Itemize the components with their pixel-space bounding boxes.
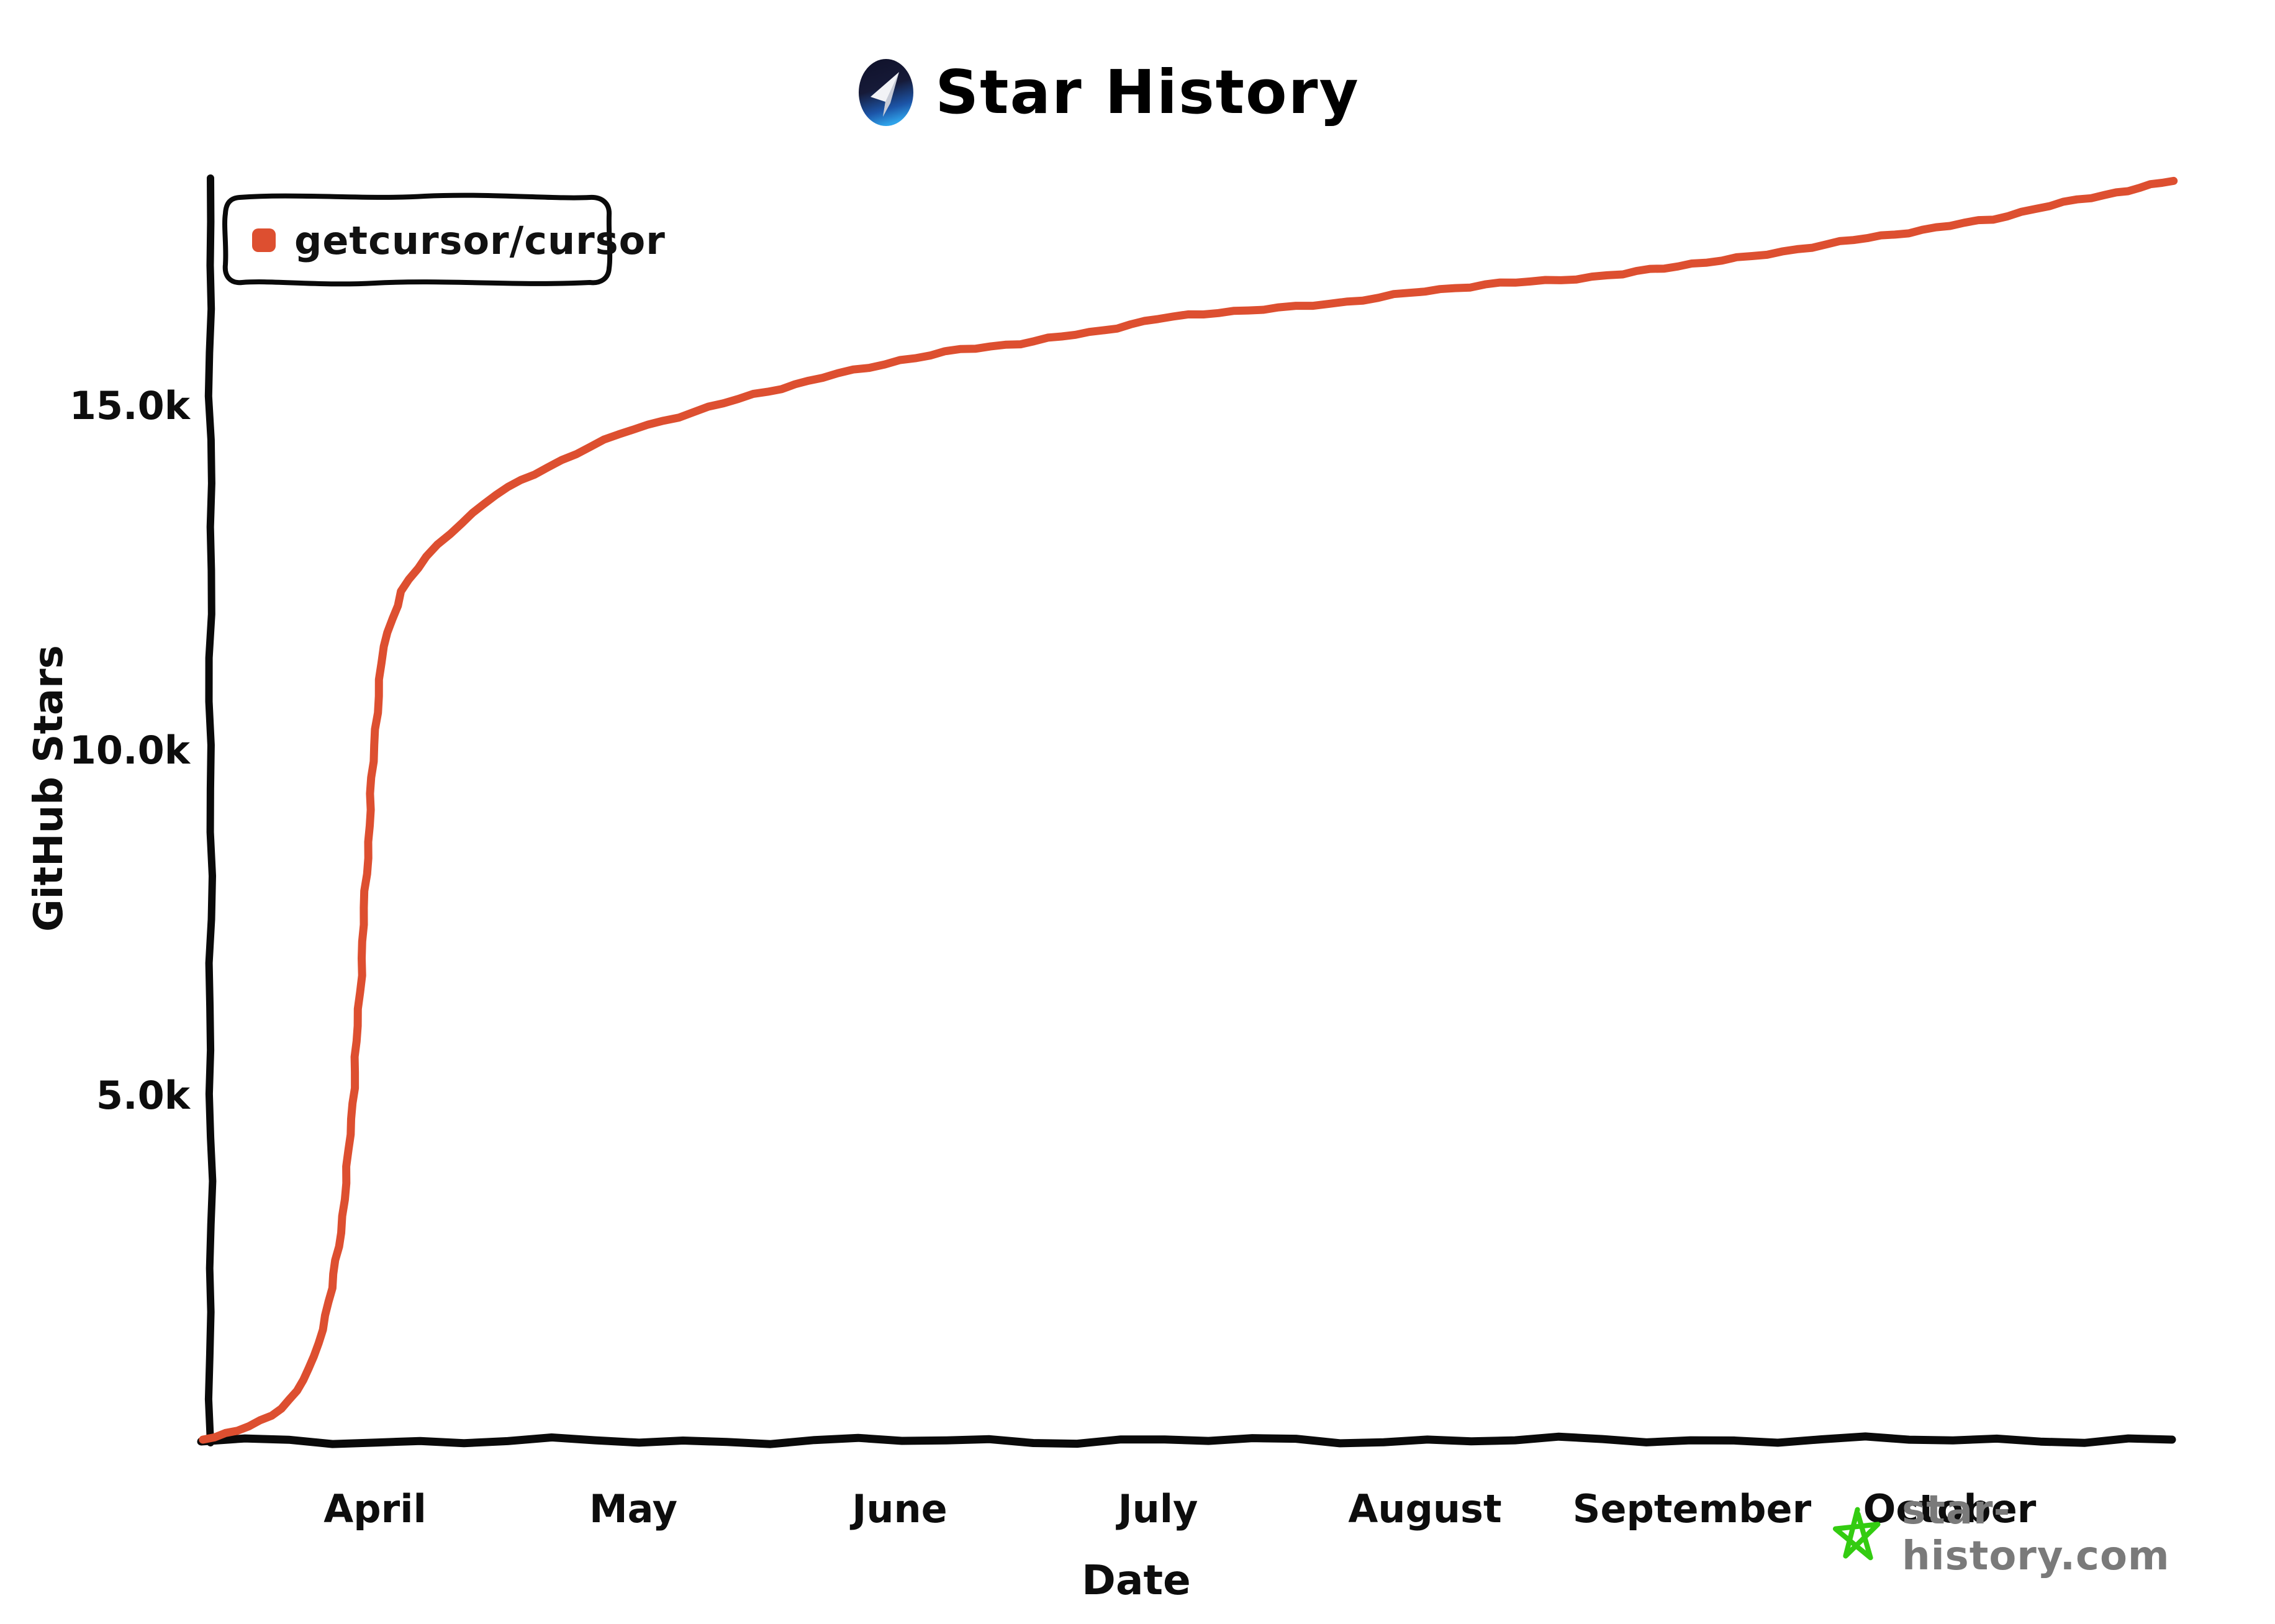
y-axis-line [204, 174, 217, 1446]
chart-title-row: Star History [0, 57, 2246, 127]
x-tick-label-april[interactable]: April [323, 1486, 426, 1532]
y-tick-label-5.0k[interactable]: 5.0k [96, 1073, 191, 1118]
legend: getcursor/cursor [220, 191, 665, 289]
y-tick-label-10.0k[interactable]: 10.0k [70, 728, 191, 773]
logo-cursor-arrow [871, 71, 900, 117]
star-history-logo [859, 58, 914, 126]
logo-cursor-arrow-shade [883, 71, 900, 117]
legend-marker-getcursor-cursor [252, 228, 276, 252]
x-tick-label-july[interactable]: July [1116, 1486, 1198, 1532]
watermark-text[interactable]: star-history.com [1902, 1487, 2170, 1579]
x-axis-title: Date [1082, 1556, 1191, 1604]
series-line-getcursor-cursor[interactable] [199, 176, 2178, 1444]
x-tick-label-september[interactable]: September [1573, 1486, 1812, 1532]
x-tick-label-october[interactable]: October [1863, 1486, 2037, 1532]
page-title: Star History [935, 57, 1360, 127]
x-tick-label-august[interactable]: August [1348, 1486, 1501, 1532]
y-axis-title: GitHub Stars [26, 645, 72, 932]
legend-border [222, 192, 613, 287]
legend-border-path [222, 192, 613, 287]
x-tick-label-may[interactable]: May [589, 1486, 677, 1532]
green-star-icon [1832, 1507, 1881, 1561]
x-tick-label-june[interactable]: June [849, 1486, 947, 1532]
green-star-stroke [1832, 1507, 1881, 1561]
x-axis-line [197, 1432, 2176, 1448]
legend-series-label[interactable]: getcursor/cursor [294, 217, 666, 263]
watermark: star-history.com [1829, 1487, 2275, 1579]
y-tick-label-15.0k[interactable]: 15.0k [70, 383, 191, 428]
